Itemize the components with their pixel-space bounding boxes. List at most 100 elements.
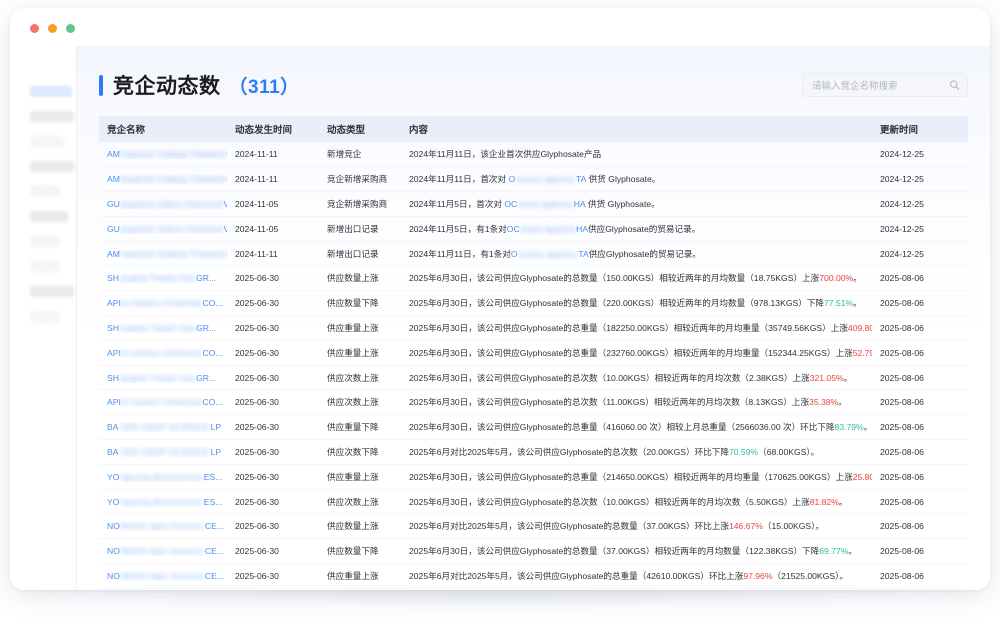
table-row[interactable]: SH anghai Tianjin Imp GR... 2025-06-30 供应次数上… bbox=[99, 365, 968, 391]
table-row[interactable]: API & Carbon Chemical CO... 2025-06-30 供应重量上… bbox=[99, 340, 968, 366]
cell-company-name[interactable]: API & Carbon Chemical CO... bbox=[99, 290, 227, 317]
sidebar-item-3[interactable] bbox=[30, 136, 64, 147]
table-row[interactable]: API & Carbon Chemical CO... 2025-06-30 供应次数上… bbox=[99, 389, 968, 416]
sidebar-item-9[interactable] bbox=[30, 286, 74, 297]
cell-content: 2025年6月30日，该公司供应Glyphosate的总重量（232760.00… bbox=[401, 340, 872, 366]
cell-company-name[interactable]: SH anghai Tianjin Imp GR... bbox=[99, 265, 227, 292]
cell-update-date: 2024-12-25 bbox=[872, 191, 968, 217]
page-header: 竞企动态数 （311） 请输入竞企名称搜索 bbox=[99, 68, 968, 102]
company-name-link[interactable]: API & Carbon Chemical CO... bbox=[107, 397, 223, 407]
company-name-link[interactable]: BA YER CROP SCIENCE LP bbox=[107, 422, 221, 432]
search-box[interactable]: 请输入竞企名称搜索 bbox=[802, 73, 968, 97]
company-name-prefix: AM bbox=[107, 174, 120, 185]
company-name-link[interactable]: NO RDOX Agro Science CE... bbox=[107, 571, 224, 581]
cell-company-name[interactable]: NO RDOX Agro Science CE... bbox=[99, 538, 227, 565]
table-row[interactable]: SH anghai Tianjin Imp GR... 2025-06-30 供应重量上… bbox=[99, 315, 968, 341]
cell-company-name[interactable]: API & Carbon Chemical CO... bbox=[99, 389, 227, 416]
cell-company-name[interactable]: API & Carbon Chemical CO... bbox=[99, 340, 227, 366]
company-name-link[interactable]: SH anghai Tianjin Imp GR... bbox=[107, 373, 216, 383]
cell-company-name[interactable]: YO ngnong Biosciences ES... bbox=[99, 489, 227, 515]
inline-company-link[interactable]: OC xxxxx approxx HA bbox=[507, 224, 588, 234]
content-text: 2025年6月30日，该公司供应Glyphosate的总次数（11.00KGS）… bbox=[409, 397, 810, 408]
company-name-prefix: AM bbox=[107, 149, 120, 160]
sidebar-item-2[interactable] bbox=[30, 111, 74, 122]
minimize-window-button[interactable] bbox=[48, 24, 57, 33]
company-name-suffix: GR... bbox=[196, 322, 217, 333]
cell-company-name[interactable]: BA YER CROP SCIENCE LP bbox=[99, 414, 227, 441]
content-text: 供货 Glyphosate。 bbox=[585, 198, 660, 209]
column-header-date[interactable]: 动态发生时间 bbox=[227, 116, 319, 142]
table-row[interactable]: YO ngnong Biosciences ES... 2025-06-30 供应次数上… bbox=[99, 489, 968, 515]
cell-event-date: 2025-06-30 bbox=[227, 464, 319, 490]
window-controls[interactable] bbox=[30, 24, 75, 33]
company-name-link[interactable]: YO ngnong Biosciences ES... bbox=[107, 497, 222, 507]
column-header-body[interactable]: 内容 bbox=[401, 116, 872, 142]
column-header-type[interactable]: 动态类型 bbox=[319, 116, 401, 142]
cell-company-name[interactable]: NO RDOX Agro Science CE... bbox=[99, 513, 227, 540]
company-name-link[interactable]: NO RDOX Agro Science CE... bbox=[107, 521, 224, 531]
left-sidebar[interactable] bbox=[10, 8, 76, 590]
table-row[interactable]: SH anghai Tianjin Imp GR... 2025-06-30 供应数量上… bbox=[99, 265, 968, 292]
cell-event-type: 供应重量上涨 bbox=[319, 563, 401, 589]
table-row[interactable]: YO ngnong Biosciences ES... 2025-06-30 供应重量上… bbox=[99, 464, 968, 490]
cell-company-name[interactable]: YO ngnong Biosciences ES... bbox=[99, 464, 227, 490]
inline-company-link[interactable]: OC xxxxx approxx HA bbox=[504, 199, 585, 209]
company-name-redacted: ngnong Biosciences bbox=[120, 471, 203, 482]
table-row[interactable]: NO RDOX Agro Science CE... 2025-06-30 供应重量上涨… bbox=[99, 563, 968, 589]
company-name-suffix: CO... bbox=[202, 298, 223, 309]
sidebar-item-8[interactable] bbox=[30, 261, 60, 272]
company-name-redacted: YER CROP SCIENCE bbox=[119, 422, 210, 433]
company-name-link[interactable]: BA YER CROP SCIENCE LP bbox=[107, 447, 221, 457]
search-icon[interactable] bbox=[949, 80, 960, 91]
company-name-link[interactable]: SH anghai Tianjin Imp GR... bbox=[107, 323, 216, 333]
sidebar-item-1[interactable] bbox=[30, 86, 72, 97]
cell-company-name[interactable]: BA YER CROP SCIENCE LP bbox=[99, 439, 227, 465]
search-input[interactable]: 请输入竞企名称搜索 bbox=[812, 81, 898, 92]
sidebar-item-6[interactable] bbox=[30, 211, 68, 222]
table-row[interactable]: API & Carbon Chemical CO... 2025-06-30 供应数量下… bbox=[99, 290, 968, 317]
column-header-name[interactable]: 竞企名称 bbox=[99, 116, 227, 142]
sidebar-item-4[interactable] bbox=[30, 161, 74, 172]
cell-company-name[interactable]: NO RDOX Agro Science CE... bbox=[99, 563, 227, 589]
company-name-suffix: LP bbox=[210, 446, 222, 457]
maximize-window-button[interactable] bbox=[66, 24, 75, 33]
cell-event-type: 新增出口记录 bbox=[319, 216, 401, 242]
company-name-link[interactable]: API & Carbon Chemical CO... bbox=[107, 348, 223, 358]
cell-company-name[interactable]: SH anghai Tianjin Imp GR... bbox=[99, 365, 227, 391]
company-name-redacted: angzhou Salvo Chemical bbox=[120, 223, 223, 234]
table-row[interactable]: NO RDOX Agro Science CE... 2025-06-30 供应数量下降… bbox=[99, 538, 968, 565]
company-name-link[interactable]: NO RDOX Agro Science CE... bbox=[107, 546, 224, 556]
cell-content: 2025年6月30日，该公司供应Glyphosate的总数量（150.00KGS… bbox=[401, 265, 872, 292]
cell-update-date: 2024-12-25 bbox=[872, 241, 968, 267]
cell-company-name[interactable]: SH anghai Tianjin Imp GR... bbox=[99, 315, 227, 341]
close-window-button[interactable] bbox=[30, 24, 39, 33]
table-row[interactable]: NO RDOX Agro Science CE... 2025-06-30 供应数量上涨… bbox=[99, 513, 968, 540]
table-row[interactable]: BA YER CROP SCIENCE LP 2025-06-30 供应重量下降 2025… bbox=[99, 414, 968, 441]
sidebar-item-7[interactable] bbox=[30, 236, 60, 247]
sidebar-item-10[interactable] bbox=[30, 311, 60, 322]
company-name-link[interactable]: API & Carbon Chemical CO... bbox=[107, 298, 223, 308]
table-row[interactable]: BA YER CROP SCIENCE LP 2025-06-30 供应次数下降 2025… bbox=[99, 439, 968, 465]
company-name-link[interactable]: YO ngnong Biosciences ES... bbox=[107, 472, 222, 482]
sidebar-item-5[interactable] bbox=[30, 186, 60, 197]
company-name-link[interactable]: SH anghai Tianjin Imp GR... bbox=[107, 273, 216, 283]
column-header-update[interactable]: 更新时间 bbox=[872, 116, 968, 142]
